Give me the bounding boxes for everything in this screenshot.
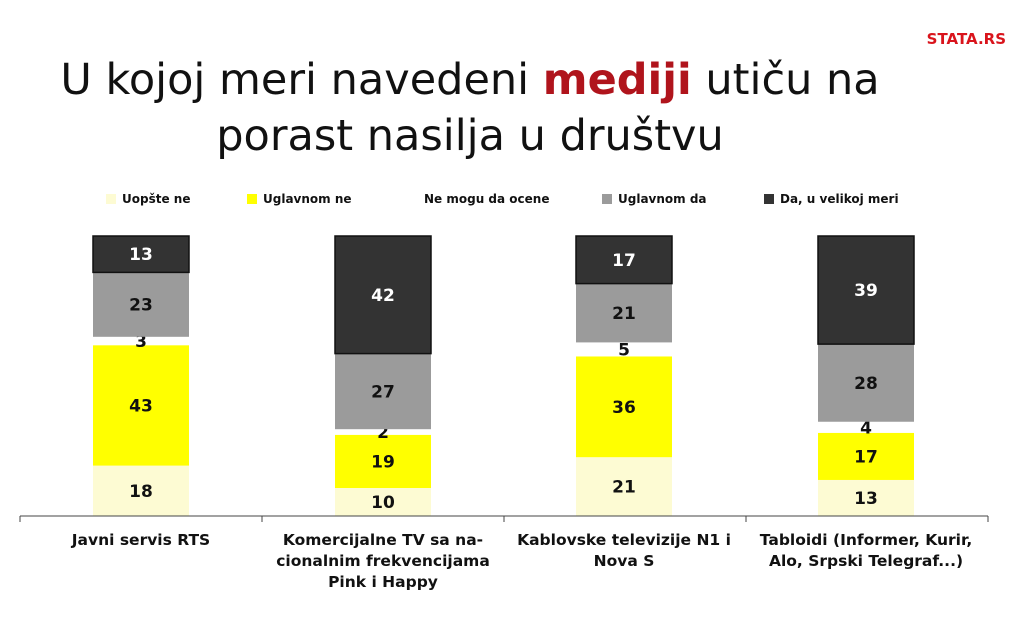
title-line-2: porast nasilja u društvu: [216, 111, 724, 161]
legend-label: Uglavnom da: [618, 192, 707, 206]
category-label: Komercijalne TV sa na-: [283, 531, 483, 549]
legend-swatch: [764, 194, 774, 204]
data-label: 5: [618, 340, 630, 360]
data-label: 23: [129, 296, 153, 316]
data-label: 4: [860, 418, 872, 438]
data-label: 21: [612, 478, 636, 498]
bar-segment: [92, 235, 190, 274]
brand-logo: STATA.RS: [926, 30, 1006, 48]
category-label: Javni servis RTS: [71, 531, 210, 549]
title-part-2: utiču na: [691, 55, 880, 105]
legend-swatch: [247, 194, 257, 204]
legend-swatch: [408, 194, 418, 204]
data-label: 3: [135, 332, 147, 352]
bar-segment: [335, 434, 431, 488]
legend-label: Uopšte ne: [122, 192, 190, 206]
legend-label: Da, u velikoj meri: [780, 192, 899, 206]
data-label: 13: [854, 489, 878, 509]
data-label: 28: [854, 374, 878, 394]
data-label: 10: [371, 493, 395, 513]
title-part-1: U kojoj meri navedeni: [60, 55, 543, 105]
category-label: Nova S: [594, 552, 655, 570]
bar-segment: [576, 457, 672, 516]
bar-segment: [818, 344, 914, 422]
data-label: 21: [612, 304, 636, 324]
title-highlight: mediji: [542, 55, 692, 105]
category-label: Pink i Happy: [328, 573, 438, 591]
bar-segment: [575, 235, 673, 285]
bar-segment: [818, 479, 914, 516]
category-label: Alo, Srpski Telegraf...): [769, 552, 963, 570]
bar-segment: [335, 429, 431, 435]
bar-segment: [93, 336, 189, 346]
chart-title: U kojoj meri navedeni mediji utiču na po…: [40, 52, 900, 164]
title-line-1: U kojoj meri navedeni mediji utiču na: [40, 52, 900, 108]
category-label: cionalnim frekvencijama: [276, 552, 490, 570]
data-label: 42: [371, 286, 395, 306]
category-label: Kablovske televizije N1 i: [517, 531, 731, 549]
data-label: 13: [129, 245, 153, 265]
bar-segment: [93, 272, 189, 337]
legend-swatch: [106, 194, 116, 204]
category-label: Tabloidi (Informer, Kurir,: [760, 531, 972, 549]
data-label: 27: [371, 382, 395, 402]
bar-segment: [576, 283, 672, 343]
bar-segment: [818, 432, 914, 480]
data-label: 17: [854, 447, 878, 467]
data-label: 19: [371, 452, 395, 472]
bar-segment: [576, 356, 672, 458]
data-label: 18: [129, 482, 153, 502]
bar-segment: [335, 353, 431, 430]
legend-label: Uglavnom ne: [263, 192, 352, 206]
bar-segment: [576, 342, 672, 357]
bar-segment: [335, 488, 431, 516]
bar-segment: [818, 421, 914, 433]
bar-segment: [93, 465, 189, 516]
bar-segment: [93, 345, 189, 466]
data-label: 17: [612, 251, 636, 271]
data-label: 39: [854, 281, 878, 301]
legend-label: Ne mogu da ocene: [424, 192, 549, 206]
data-label: 2: [377, 423, 389, 443]
data-label: 43: [129, 396, 153, 416]
legend-swatch: [602, 194, 612, 204]
bar-segment: [334, 235, 432, 355]
data-label: 36: [612, 398, 636, 418]
bar-segment: [817, 235, 915, 345]
